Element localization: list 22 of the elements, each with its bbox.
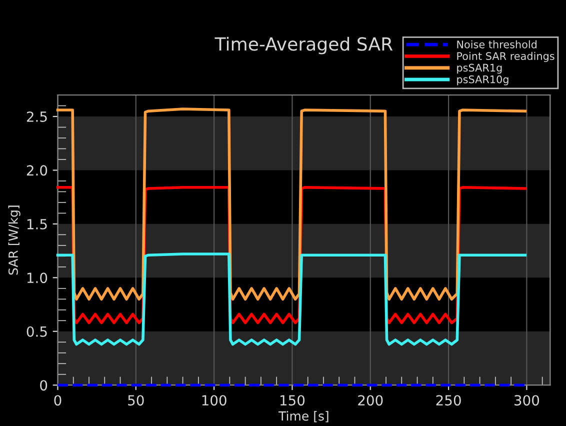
y-tick-label: 2.5	[26, 111, 47, 122]
y-axis-title: SAR [W/kg]	[8, 206, 20, 275]
x-tick-label: 50	[128, 395, 144, 406]
x-tick-label: 300	[514, 395, 540, 406]
x-axis-title: Time [s]	[278, 411, 328, 422]
y-tick-label: 1.5	[27, 219, 47, 230]
legend-label: Point SAR readings	[457, 52, 554, 62]
x-tick-label: 150	[280, 395, 305, 406]
chart-title: Time-Averaged SAR	[214, 36, 393, 54]
y-tick-label: 0.5	[26, 326, 47, 337]
line-series	[56, 108, 527, 301]
y-tick-label: 2.0	[26, 165, 48, 176]
y-tick-label: 1.0	[27, 272, 48, 284]
y-tick-label: 0	[40, 380, 48, 391]
x-tick-label: 100	[202, 395, 226, 406]
x-tick-label: 250	[436, 395, 461, 406]
legend-label: Noise threshold	[457, 40, 537, 48]
legend-label: psSAR10g	[457, 75, 508, 86]
x-tick-label: 0	[54, 395, 62, 406]
x-tick-label: 200	[358, 395, 383, 406]
legend-label: psSAR1g	[457, 64, 502, 74]
line-series	[56, 252, 527, 346]
